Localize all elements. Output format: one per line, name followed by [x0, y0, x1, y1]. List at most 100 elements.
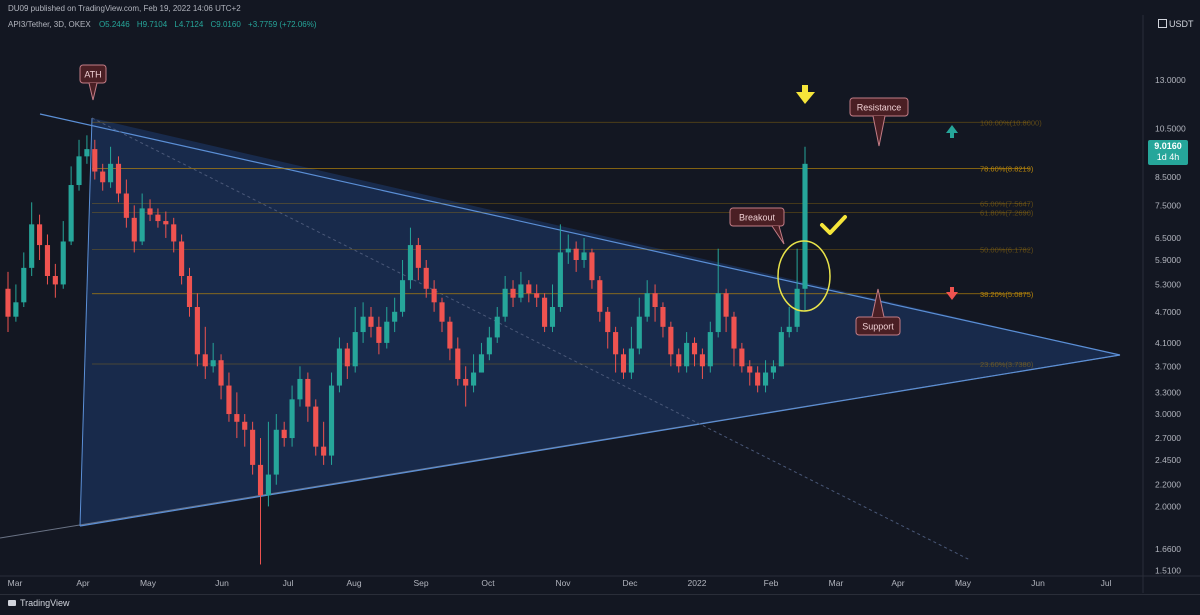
y-tick-label: 2.4500 — [1155, 455, 1181, 465]
dotted-diagonal — [91, 117, 971, 561]
candle-body — [739, 348, 745, 367]
candle-body — [273, 429, 279, 475]
candle-body — [234, 414, 240, 422]
candle-body — [123, 193, 129, 218]
candle-body — [620, 354, 627, 373]
y-tick-label: 4.7000 — [1155, 307, 1181, 317]
y-tick-label: 10.5000 — [1155, 124, 1186, 134]
candle-body — [171, 224, 177, 242]
y-tick-label: 4.1000 — [1155, 338, 1181, 348]
candle-body — [778, 332, 784, 367]
candle-body — [321, 446, 327, 456]
candle-body — [384, 321, 390, 343]
candle-body — [44, 245, 51, 276]
candle-body — [415, 245, 421, 268]
x-tick-label: Mar — [829, 578, 844, 588]
candle-body — [115, 163, 122, 194]
candle-body — [494, 316, 500, 338]
candle-body — [92, 149, 98, 172]
candle-body — [644, 293, 650, 317]
candle-body — [194, 307, 200, 355]
candle-body — [723, 293, 729, 317]
candle-body — [202, 354, 208, 367]
support-callout-pointer — [871, 288, 885, 318]
candle-body — [131, 217, 137, 242]
x-tick-label: Jun — [215, 578, 229, 588]
candle-body — [281, 429, 287, 439]
candle-body — [770, 366, 777, 373]
candle-body — [802, 163, 808, 289]
resistance-callout-label: Resistance — [857, 103, 902, 113]
x-tick-label: Oct — [481, 578, 495, 588]
currency-unit[interactable]: USDT — [1158, 19, 1194, 29]
fib-label: 100.00%(10.8000) — [980, 118, 1042, 127]
red-down-arrow-icon — [946, 287, 958, 300]
candle-body — [510, 288, 516, 298]
close-value: C9.0160 — [210, 20, 241, 29]
fib-label: 38.20%(5.0875) — [980, 290, 1034, 299]
fib-label: 65.00%(7.5647) — [980, 199, 1034, 208]
countdown-value: 1d 4h — [1156, 152, 1180, 162]
x-tick-label: Mar — [8, 578, 23, 588]
breakout-callout-pointer — [771, 225, 785, 245]
candle-body — [344, 348, 350, 367]
tradingview-icon — [8, 600, 16, 606]
last-price-value: 9.0160 — [1154, 141, 1182, 151]
candle-body — [526, 284, 532, 294]
candle-body — [486, 337, 492, 355]
candle-body — [210, 360, 216, 367]
candle-body — [715, 293, 721, 333]
x-tick-label: Sep — [413, 578, 428, 588]
symbol-label[interactable]: API3/Tether, 3D, OKEX — [8, 20, 91, 29]
candle-body — [100, 171, 106, 183]
y-tick-label: 2.0000 — [1155, 501, 1181, 511]
candle-body — [368, 316, 374, 327]
candle-body — [257, 464, 264, 496]
y-tick-label: 6.5000 — [1155, 233, 1181, 243]
candle-body — [636, 316, 642, 349]
candle-body — [573, 248, 579, 261]
x-tick-label: May — [955, 578, 972, 588]
candle-body — [455, 348, 461, 379]
candle-body — [786, 326, 792, 333]
low-value: L4.7124 — [174, 20, 204, 29]
candle-body — [336, 348, 342, 386]
candle-body — [652, 293, 658, 308]
candle-body — [352, 332, 358, 367]
candle-body — [68, 185, 74, 242]
fib-label: 23.60%(3.7380) — [980, 360, 1034, 369]
candle-body — [242, 421, 248, 430]
x-tick-label: Aug — [346, 578, 361, 588]
candle-body — [305, 378, 311, 407]
candle-body — [502, 288, 508, 317]
candle-body — [447, 321, 453, 349]
candle-body — [589, 252, 595, 281]
candle-body — [265, 474, 271, 496]
x-tick-label: Feb — [764, 578, 779, 588]
y-tick-label: 3.7000 — [1155, 361, 1181, 371]
candle-body — [747, 366, 753, 373]
y-tick-label: 7.5000 — [1155, 200, 1181, 210]
x-tick-label: Apr — [76, 578, 89, 588]
candle-body — [581, 252, 587, 261]
tradingview-logo[interactable]: TradingView — [8, 598, 70, 608]
x-tick-label: Jun — [1031, 578, 1045, 588]
candle-body — [542, 297, 548, 327]
fib-label: 61.80%(7.2690) — [980, 208, 1034, 217]
candle-body — [76, 156, 82, 186]
candle-body — [108, 163, 114, 183]
candle-body — [755, 372, 761, 386]
published-line: DU09 published on TradingView.com, Feb 1… — [8, 4, 241, 13]
checkmark-icon — [820, 215, 847, 235]
candle-body — [36, 224, 43, 246]
fib-label: 78.60%(8.8219) — [980, 164, 1034, 173]
y-tick-label: 1.6600 — [1155, 544, 1181, 554]
candle-body — [439, 302, 445, 322]
x-tick-label: Apr — [891, 578, 904, 588]
candle-body — [139, 208, 145, 242]
candle-body — [407, 245, 414, 281]
down-arrow-stem — [802, 85, 808, 95]
support-callout-label: Support — [862, 322, 894, 332]
y-tick-label: 8.5000 — [1155, 172, 1181, 182]
